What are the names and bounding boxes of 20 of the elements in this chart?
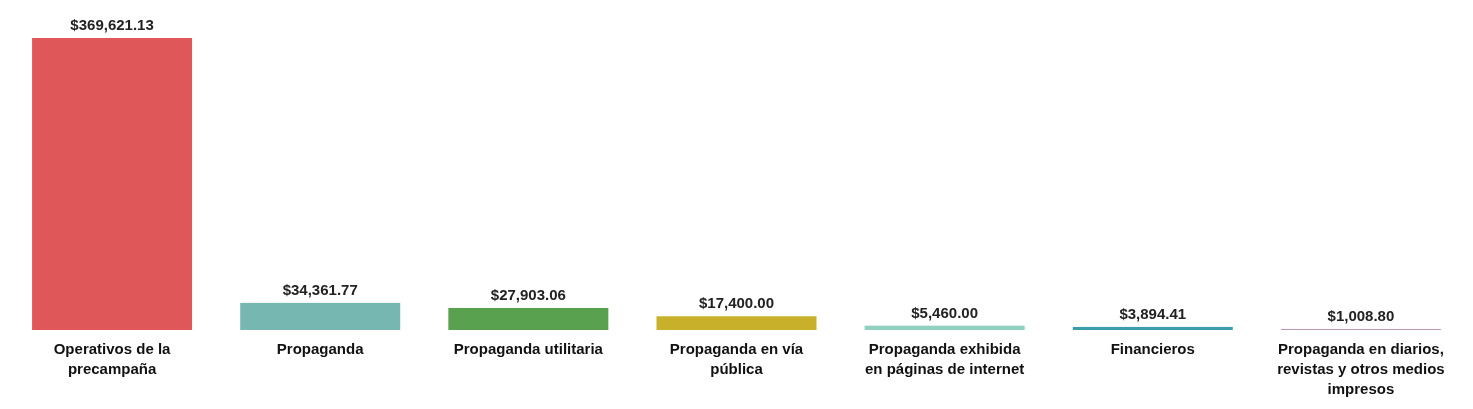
x-tick-label: Operativos de la precampaña: [53, 340, 172, 377]
data-label: $27,903.06: [490, 285, 566, 303]
bar: [448, 307, 609, 330]
bar: [656, 316, 817, 330]
data-label: $34,361.77: [282, 280, 358, 298]
data-label: $1,008.80: [1327, 307, 1395, 325]
bar: [1072, 326, 1233, 330]
data-label: $369,621.13: [70, 16, 154, 33]
data-label: $3,894.41: [1119, 304, 1187, 322]
data-label: $17,400.00: [698, 294, 775, 312]
x-tick-label: Propaganda: [276, 340, 365, 357]
x-tick-label: Financieros: [1110, 340, 1195, 357]
bar: [32, 38, 193, 330]
data-label: $5,460.00: [911, 303, 979, 321]
bar: [864, 325, 1025, 330]
x-tick-label: Propaganda en diarios, revistas y otros medios impresos: [1277, 340, 1445, 397]
x-tick-label: Propaganda en vía pública: [669, 340, 804, 377]
bar: [240, 302, 401, 330]
x-tick-label: Propaganda utilitaria: [453, 340, 604, 357]
x-tick-label: Propaganda exhibida en páginas de internet: [865, 340, 1025, 377]
